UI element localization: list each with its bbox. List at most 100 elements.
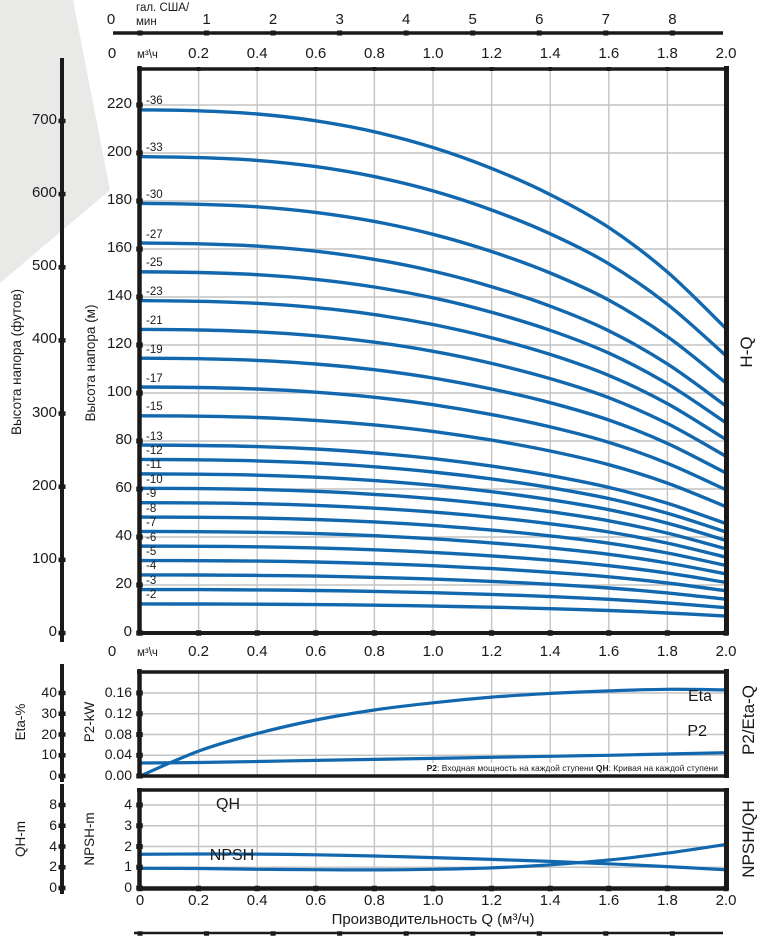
tick-label: 2.0 — [715, 45, 737, 62]
tick-label: 0 — [107, 643, 117, 660]
tick-label: 1.8 — [656, 892, 678, 909]
tick-dot — [489, 885, 495, 892]
qh-curve — [138, 852, 728, 872]
tick-label: 3 — [335, 11, 344, 28]
tick-dot — [547, 630, 553, 636]
tick-label: 1.4 — [539, 45, 561, 62]
hq-curve-33 — [138, 154, 728, 358]
tick-label: 0.16 — [104, 684, 132, 700]
footnote-bold: QH — [595, 763, 609, 773]
tick-dot — [431, 67, 435, 71]
hq-curve-25 — [138, 270, 728, 425]
tick-dot — [371, 630, 377, 636]
tick-label: 3 — [124, 816, 132, 833]
m3h-unit-bottom: м³\ч — [137, 647, 158, 659]
tick-label: 1.8 — [656, 643, 678, 660]
tick-dot — [136, 438, 143, 444]
tick-dot — [606, 67, 611, 71]
tick-dot — [136, 294, 143, 300]
panel-title-hq: H-Q — [737, 336, 757, 368]
tick-label: -15 — [146, 401, 163, 414]
tick-dot — [136, 844, 143, 849]
tick-dot — [270, 30, 276, 36]
tick-label: 700 — [31, 110, 57, 128]
tick-label: -3 — [146, 575, 157, 588]
tick-dot — [58, 411, 66, 416]
tick-dot — [58, 823, 66, 828]
hq-curve-19 — [138, 356, 728, 475]
tick-label: 40 — [41, 684, 57, 700]
hq-curve-2 — [138, 602, 728, 618]
hq-curve-15 — [138, 414, 728, 509]
tick-dot — [547, 885, 553, 892]
tick-label: 0.6 — [305, 45, 327, 62]
tick-dot — [665, 67, 670, 71]
tick-label: 1.2 — [481, 892, 503, 909]
tick-label: 0.2 — [188, 45, 210, 62]
tick-label: -21 — [146, 314, 163, 327]
tick-dot — [58, 732, 66, 737]
tick-dot — [58, 844, 66, 849]
tick-dot — [724, 67, 728, 71]
tick-label: 300 — [31, 403, 57, 421]
tick-dot — [603, 931, 609, 936]
footnote-bg — [402, 763, 722, 776]
tick-label: 2 — [268, 11, 278, 28]
tick-dot — [403, 931, 409, 936]
tick-label: 10 — [41, 746, 57, 763]
tick-dot — [58, 484, 66, 489]
m3h-unit-top: м³\ч — [137, 49, 158, 61]
tick-dot — [196, 630, 202, 636]
tick-label: -11 — [146, 459, 162, 472]
tick-label: 0 — [107, 45, 117, 62]
tick-dot — [136, 582, 143, 588]
tick-dot — [137, 30, 143, 36]
tick-dot — [606, 630, 612, 636]
tick-label: 2 — [49, 858, 57, 875]
curve-label-p2: P2 — [687, 723, 707, 740]
tick-dot — [664, 630, 670, 636]
tick-label: -36 — [146, 95, 163, 108]
tick-label: 1.0 — [422, 643, 444, 660]
tick-label: -33 — [146, 142, 163, 155]
hq-curve-12 — [138, 457, 728, 534]
tick-label: 120 — [106, 335, 132, 352]
hq-curve-8 — [138, 515, 728, 568]
tick-dot — [723, 630, 729, 636]
tick-label: -8 — [146, 502, 157, 515]
tick-label: -4 — [146, 560, 157, 573]
tick-label: -5 — [146, 546, 157, 559]
tick-dot — [723, 885, 729, 892]
tick-dot — [136, 690, 143, 696]
tick-label: 4 — [402, 11, 411, 28]
tick-dot — [489, 630, 495, 636]
tick-label: 200 — [31, 476, 57, 494]
tick-dot — [137, 630, 143, 636]
tick-label: 80 — [115, 431, 132, 448]
tick-label: 30 — [41, 704, 57, 721]
y-axis-title-meters: Высота напора (м) — [82, 304, 98, 422]
tick-label: -19 — [146, 343, 163, 356]
tick-label: 1.6 — [598, 643, 620, 660]
tick-label: 1.4 — [539, 892, 561, 909]
tick-dot — [136, 711, 143, 717]
tick-label: 0 — [48, 623, 57, 640]
tick-label: -2 — [146, 589, 157, 602]
tick-dot — [136, 823, 143, 829]
curve-label-qh: QH — [216, 796, 240, 813]
tick-label: 0.8 — [363, 892, 385, 909]
hq-curve-4 — [138, 573, 728, 601]
gal-unit-line2: мин — [136, 16, 157, 28]
tick-label: -10 — [146, 473, 163, 486]
tick-label: 0.2 — [188, 643, 210, 660]
tick-label: 140 — [106, 287, 132, 304]
tick-dot — [664, 885, 670, 892]
tick-dot — [470, 30, 476, 36]
hq-curve-9 — [138, 500, 728, 559]
hq-curve-17 — [138, 385, 728, 492]
tick-label: 1.8 — [656, 45, 678, 62]
tick-dot — [536, 931, 542, 936]
tick-dot — [58, 865, 66, 870]
hq-curve-7 — [138, 529, 728, 576]
